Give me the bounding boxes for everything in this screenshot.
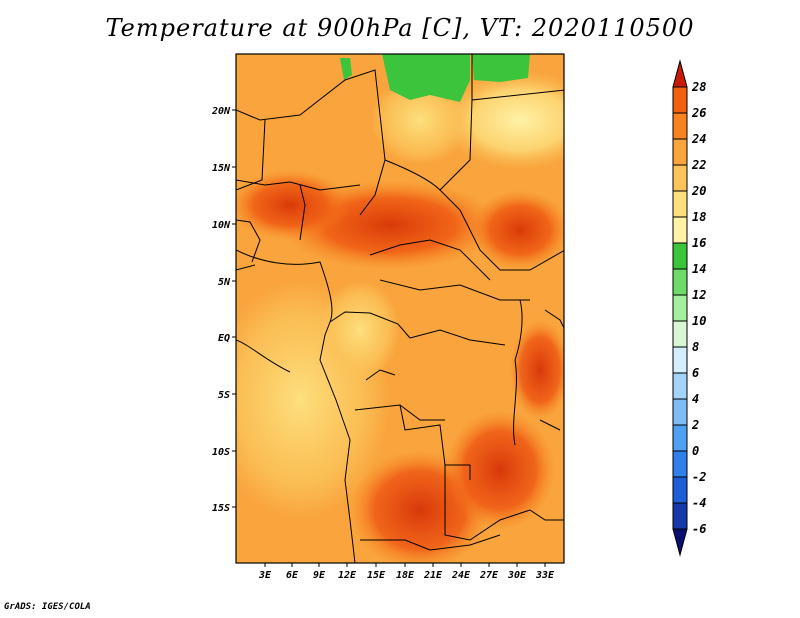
colorbar-tick-label: 14 bbox=[692, 262, 706, 276]
colorbar-segment bbox=[672, 398, 688, 426]
colorbar-segment bbox=[672, 502, 688, 530]
lon-tick-label: 6E bbox=[286, 570, 299, 581]
colorbar-tick-label: 6 bbox=[692, 366, 699, 380]
colorbar-segment bbox=[672, 450, 688, 478]
colorbar-segment bbox=[672, 86, 688, 114]
colorbar-tick-label: 0 bbox=[692, 444, 699, 458]
lat-tick-label: 10S bbox=[212, 447, 230, 458]
colorbar-segment bbox=[672, 372, 688, 400]
lon-tick-label: 18E bbox=[396, 570, 415, 581]
colorbar-segment bbox=[672, 242, 688, 270]
colorbar-segment bbox=[672, 268, 688, 296]
map-frame bbox=[235, 53, 565, 564]
colorbar-segment bbox=[672, 320, 688, 348]
colorbar-tick-label: -6 bbox=[692, 522, 706, 536]
lat-tick-label: 20N bbox=[211, 106, 231, 117]
colorbar-tick-label: 20 bbox=[691, 184, 706, 198]
colorbar-tick-label: 26 bbox=[691, 106, 706, 120]
colorbar-tick-label: -2 bbox=[692, 470, 706, 484]
lon-tick-label: 12E bbox=[338, 570, 357, 581]
lat-tick-label: 15N bbox=[212, 163, 231, 174]
colorbar-tick-label: 12 bbox=[692, 288, 706, 302]
colorbar-segment bbox=[672, 424, 688, 452]
colorbar-segment bbox=[672, 346, 688, 374]
lat-tick-label: EQ bbox=[218, 333, 230, 344]
lon-tick-label: 9E bbox=[313, 570, 326, 581]
colorbar-min-triangle bbox=[672, 528, 688, 557]
colorbar-segment bbox=[672, 190, 688, 218]
colorbar-segment bbox=[672, 476, 688, 504]
latitude-axis: 20N 15N 10N 5N EQ 5S 10S 15S bbox=[211, 106, 236, 514]
colorbar-tick-label: 2 bbox=[691, 418, 699, 432]
lon-tick-label: 24E bbox=[451, 570, 471, 581]
longitude-axis: 3E 6E 9E 12E 15E 18E 21E 24E 27E 30E 33E bbox=[258, 563, 555, 581]
colorbar-segment bbox=[672, 112, 688, 140]
lat-tick-label: 10N bbox=[212, 220, 231, 231]
colorbar-tick-label: 22 bbox=[691, 158, 706, 172]
colorbar-tick-label: 18 bbox=[692, 210, 706, 224]
lon-tick-label: 33E bbox=[535, 570, 555, 581]
lat-tick-label: 5S bbox=[218, 390, 230, 401]
map-title: Temperature at 900hPa [C], VT: 202011050… bbox=[105, 14, 695, 42]
country-borders bbox=[236, 54, 564, 563]
colorbar-segment bbox=[672, 294, 688, 322]
grads-credit: GrADS: IGES/COLA bbox=[4, 602, 91, 612]
colorbar-segment bbox=[672, 216, 688, 244]
lon-tick-label: 30E bbox=[507, 570, 527, 581]
colorbar-tick-label: 16 bbox=[692, 236, 706, 250]
colorbar-tick-label: 24 bbox=[691, 132, 706, 146]
lon-tick-label: 21E bbox=[423, 570, 443, 581]
colorbar-segment bbox=[672, 164, 688, 192]
lon-tick-label: 27E bbox=[479, 570, 499, 581]
temperature-field bbox=[236, 54, 564, 563]
colorbar-tick-label: -4 bbox=[692, 496, 706, 510]
colorbar-tick-label: 10 bbox=[692, 314, 706, 328]
lat-tick-label: 5N bbox=[218, 277, 231, 288]
lon-tick-label: 15E bbox=[367, 570, 386, 581]
colorbar-tick-label: 8 bbox=[692, 340, 699, 354]
colorbar-segment bbox=[672, 138, 688, 166]
lon-tick-label: 3E bbox=[258, 570, 272, 581]
colorbar-tick-label: 28 bbox=[691, 80, 706, 94]
colorbar-tick-label: 4 bbox=[692, 392, 699, 406]
lat-tick-label: 15S bbox=[212, 503, 230, 514]
colorbar-max-triangle bbox=[672, 59, 688, 88]
